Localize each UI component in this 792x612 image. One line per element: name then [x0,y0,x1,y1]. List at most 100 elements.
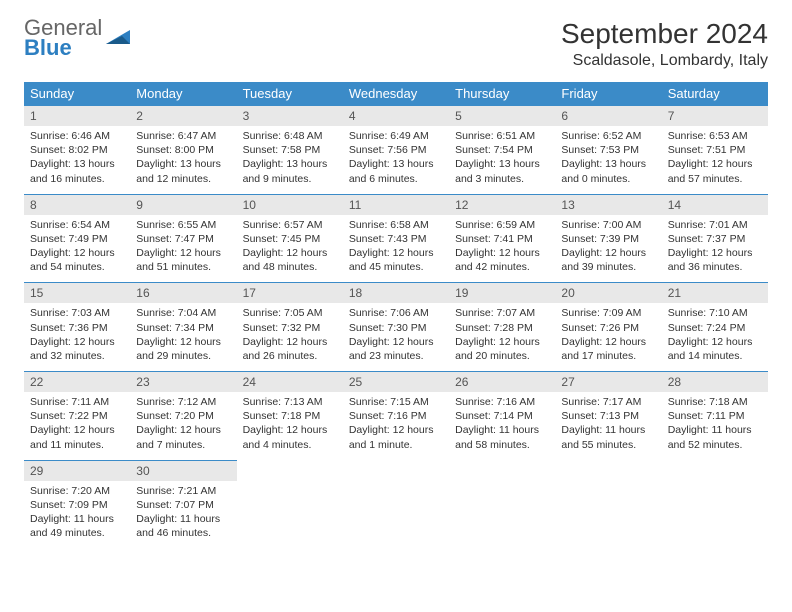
sunset-line: Sunset: 7:51 PM [668,143,762,157]
calendar-week: 1Sunrise: 6:46 AMSunset: 8:02 PMDaylight… [24,106,768,195]
calendar-day: 5Sunrise: 6:51 AMSunset: 7:54 PMDaylight… [449,106,555,195]
daylight-line: Daylight: 12 hours and 48 minutes. [243,246,337,274]
calendar-day: 6Sunrise: 6:52 AMSunset: 7:53 PMDaylight… [555,106,661,195]
sunset-line: Sunset: 7:30 PM [349,321,443,335]
weekday-monday: Monday [130,82,236,106]
day-number: 1 [24,106,130,126]
sunset-line: Sunset: 7:43 PM [349,232,443,246]
day-details: Sunrise: 6:57 AMSunset: 7:45 PMDaylight:… [237,215,343,283]
daylight-line: Daylight: 12 hours and 36 minutes. [668,246,762,274]
daylight-line: Daylight: 13 hours and 16 minutes. [30,157,124,185]
sunrise-line: Sunrise: 6:48 AM [243,129,337,143]
day-number: 16 [130,283,236,303]
day-number: 19 [449,283,555,303]
sunrise-line: Sunrise: 7:09 AM [561,306,655,320]
calendar-week: 29Sunrise: 7:20 AMSunset: 7:09 PMDayligh… [24,460,768,548]
sunset-line: Sunset: 7:56 PM [349,143,443,157]
calendar-day: 15Sunrise: 7:03 AMSunset: 7:36 PMDayligh… [24,283,130,372]
day-details: Sunrise: 7:16 AMSunset: 7:14 PMDaylight:… [449,392,555,460]
day-number: 28 [662,372,768,392]
daylight-line: Daylight: 12 hours and 26 minutes. [243,335,337,363]
calendar-day [343,460,449,548]
daylight-line: Daylight: 12 hours and 14 minutes. [668,335,762,363]
day-number: 30 [130,461,236,481]
day-number: 27 [555,372,661,392]
weekday-header-row: Sunday Monday Tuesday Wednesday Thursday… [24,82,768,106]
daylight-line: Daylight: 12 hours and 51 minutes. [136,246,230,274]
day-details: Sunrise: 7:20 AMSunset: 7:09 PMDaylight:… [24,481,130,549]
day-number: 24 [237,372,343,392]
calendar-day: 2Sunrise: 6:47 AMSunset: 8:00 PMDaylight… [130,106,236,195]
day-number: 20 [555,283,661,303]
day-details: Sunrise: 7:15 AMSunset: 7:16 PMDaylight:… [343,392,449,460]
calendar-week: 8Sunrise: 6:54 AMSunset: 7:49 PMDaylight… [24,194,768,283]
day-number: 18 [343,283,449,303]
day-number: 15 [24,283,130,303]
day-details: Sunrise: 6:52 AMSunset: 7:53 PMDaylight:… [555,126,661,194]
calendar-day: 20Sunrise: 7:09 AMSunset: 7:26 PMDayligh… [555,283,661,372]
daylight-line: Daylight: 13 hours and 6 minutes. [349,157,443,185]
title-block: September 2024 Scaldasole, Lombardy, Ita… [561,18,768,70]
daylight-line: Daylight: 12 hours and 42 minutes. [455,246,549,274]
daylight-line: Daylight: 12 hours and 29 minutes. [136,335,230,363]
day-details: Sunrise: 7:07 AMSunset: 7:28 PMDaylight:… [449,303,555,371]
sunset-line: Sunset: 7:53 PM [561,143,655,157]
day-details: Sunrise: 7:18 AMSunset: 7:11 PMDaylight:… [662,392,768,460]
day-number: 23 [130,372,236,392]
sunset-line: Sunset: 7:36 PM [30,321,124,335]
calendar-day: 9Sunrise: 6:55 AMSunset: 7:47 PMDaylight… [130,194,236,283]
day-number: 10 [237,195,343,215]
day-details: Sunrise: 7:21 AMSunset: 7:07 PMDaylight:… [130,481,236,549]
sunrise-line: Sunrise: 6:47 AM [136,129,230,143]
calendar-day: 8Sunrise: 6:54 AMSunset: 7:49 PMDaylight… [24,194,130,283]
sunrise-line: Sunrise: 6:59 AM [455,218,549,232]
daylight-line: Daylight: 12 hours and 23 minutes. [349,335,443,363]
daylight-line: Daylight: 12 hours and 57 minutes. [668,157,762,185]
sunset-line: Sunset: 7:20 PM [136,409,230,423]
calendar-week: 22Sunrise: 7:11 AMSunset: 7:22 PMDayligh… [24,372,768,461]
day-number: 29 [24,461,130,481]
sunset-line: Sunset: 7:45 PM [243,232,337,246]
logo: General Blue [24,18,134,58]
sunrise-line: Sunrise: 6:54 AM [30,218,124,232]
sunset-line: Sunset: 7:37 PM [668,232,762,246]
daylight-line: Daylight: 13 hours and 3 minutes. [455,157,549,185]
weekday-wednesday: Wednesday [343,82,449,106]
day-details: Sunrise: 7:11 AMSunset: 7:22 PMDaylight:… [24,392,130,460]
sunrise-line: Sunrise: 7:06 AM [349,306,443,320]
day-details: Sunrise: 7:12 AMSunset: 7:20 PMDaylight:… [130,392,236,460]
day-number: 12 [449,195,555,215]
calendar-day: 27Sunrise: 7:17 AMSunset: 7:13 PMDayligh… [555,372,661,461]
sunrise-line: Sunrise: 7:05 AM [243,306,337,320]
calendar-day: 23Sunrise: 7:12 AMSunset: 7:20 PMDayligh… [130,372,236,461]
daylight-line: Daylight: 12 hours and 7 minutes. [136,423,230,451]
daylight-line: Daylight: 11 hours and 55 minutes. [561,423,655,451]
daylight-line: Daylight: 13 hours and 12 minutes. [136,157,230,185]
calendar-day: 14Sunrise: 7:01 AMSunset: 7:37 PMDayligh… [662,194,768,283]
calendar-day [449,460,555,548]
day-number: 7 [662,106,768,126]
day-number: 26 [449,372,555,392]
day-details: Sunrise: 7:00 AMSunset: 7:39 PMDaylight:… [555,215,661,283]
logo-word-blue: Blue [24,35,72,60]
sunset-line: Sunset: 7:13 PM [561,409,655,423]
sunrise-line: Sunrise: 6:57 AM [243,218,337,232]
sunset-line: Sunset: 7:49 PM [30,232,124,246]
day-details: Sunrise: 6:48 AMSunset: 7:58 PMDaylight:… [237,126,343,194]
calendar-day [555,460,661,548]
weekday-friday: Friday [555,82,661,106]
daylight-line: Daylight: 12 hours and 4 minutes. [243,423,337,451]
calendar-day: 30Sunrise: 7:21 AMSunset: 7:07 PMDayligh… [130,460,236,548]
weekday-sunday: Sunday [24,82,130,106]
day-details: Sunrise: 7:06 AMSunset: 7:30 PMDaylight:… [343,303,449,371]
sunrise-line: Sunrise: 6:53 AM [668,129,762,143]
calendar-day [662,460,768,548]
sunset-line: Sunset: 7:24 PM [668,321,762,335]
calendar-day: 24Sunrise: 7:13 AMSunset: 7:18 PMDayligh… [237,372,343,461]
calendar-day: 26Sunrise: 7:16 AMSunset: 7:14 PMDayligh… [449,372,555,461]
calendar-day: 12Sunrise: 6:59 AMSunset: 7:41 PMDayligh… [449,194,555,283]
calendar-day: 4Sunrise: 6:49 AMSunset: 7:56 PMDaylight… [343,106,449,195]
daylight-line: Daylight: 11 hours and 49 minutes. [30,512,124,540]
sunset-line: Sunset: 7:07 PM [136,498,230,512]
sunrise-line: Sunrise: 7:12 AM [136,395,230,409]
